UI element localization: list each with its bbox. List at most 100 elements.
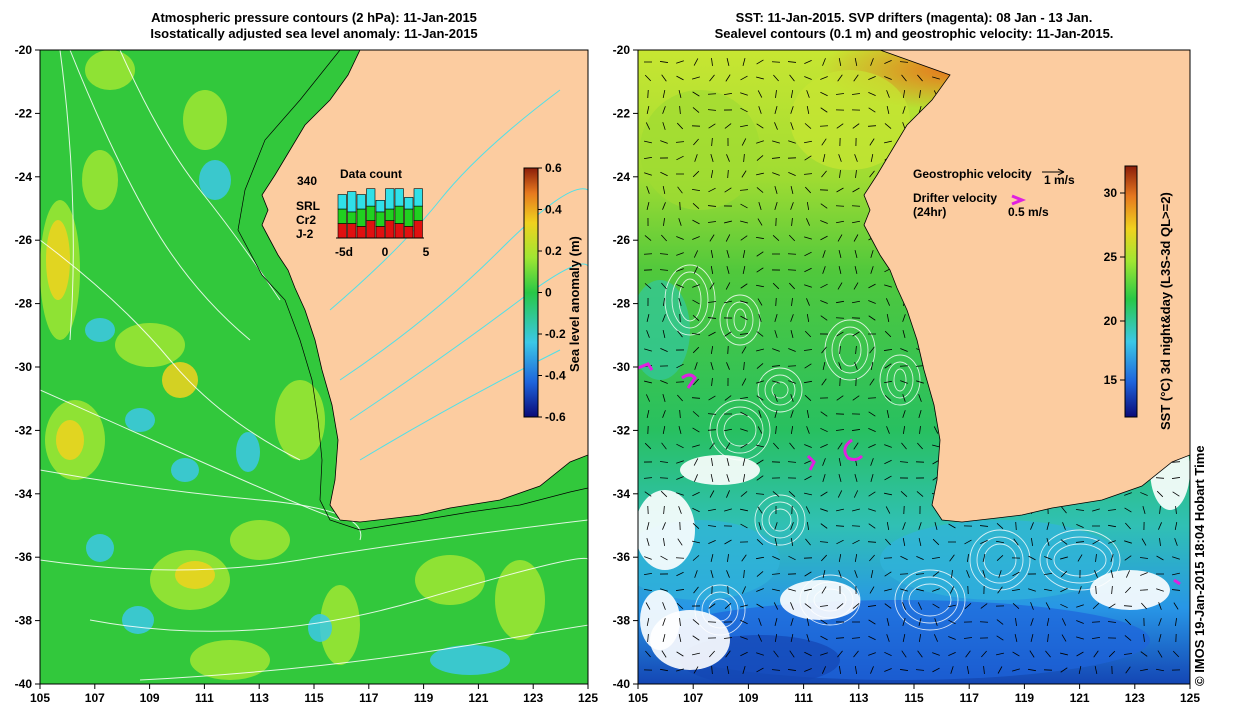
velocity-arrow [726, 250, 730, 258]
velocity-arrow [821, 138, 827, 146]
left-title-line1: Atmospheric pressure contours (2 hPa): 1… [151, 10, 477, 25]
velocity-arrow [662, 425, 666, 435]
velocity-arrow [1043, 573, 1053, 575]
velocity-arrow [740, 411, 748, 417]
velocity-arrow [662, 522, 666, 530]
velocity-arrow [677, 538, 683, 546]
data-count-max: 340 [297, 174, 317, 188]
velocity-arrow [710, 265, 714, 275]
velocity-arrow [693, 458, 699, 466]
sealevel-contour [893, 368, 907, 392]
velocity-arrow [932, 588, 940, 592]
velocity-arrow [1094, 570, 1098, 578]
velocity-arrow [788, 282, 796, 290]
velocity-arrow [851, 220, 861, 224]
lon-tick-label: 105 [628, 691, 648, 705]
velocity-arrow [1111, 585, 1113, 595]
velocity-arrow [1044, 556, 1052, 560]
drifter-velocity-marker [1011, 194, 1027, 206]
velocity-arrow [900, 348, 908, 352]
velocity-arrow [853, 650, 859, 658]
velocity-arrow [1061, 634, 1067, 642]
velocity-arrow [886, 298, 890, 306]
velocity-arrow [835, 637, 845, 639]
velocity-arrow [691, 333, 701, 335]
sla-patch [115, 323, 185, 367]
velocity-arrow [756, 459, 764, 465]
sealevel-contour [768, 508, 792, 532]
velocity-arrow [774, 202, 778, 210]
velocity-arrow [837, 442, 843, 450]
velocity-arrow [755, 236, 765, 240]
velocity-legend: Geostrophic velocity 1 m/s Drifter veloc… [913, 167, 1075, 219]
velocity-arrow [774, 330, 778, 338]
velocity-arrow [870, 266, 874, 274]
velocity-arrow [902, 106, 906, 114]
velocity-arrow [919, 425, 921, 435]
velocity-arrow [839, 169, 841, 179]
velocity-arrow [868, 652, 876, 656]
velocity-arrow [755, 284, 765, 288]
velocity-arrow [902, 618, 906, 626]
velocity-arrow [646, 617, 650, 627]
data-count-bar-j2 [337, 223, 347, 239]
velocity-arrow [660, 588, 668, 592]
velocity-arrow [917, 74, 923, 82]
sla-patch [85, 50, 135, 90]
velocity-arrow [854, 250, 858, 258]
velocity-arrow [709, 442, 715, 450]
velocity-arrow [853, 442, 859, 450]
pressure-contour-line [40, 389, 341, 521]
velocity-arrow [740, 508, 748, 512]
data-count-bar-cr2 [347, 211, 357, 224]
velocity-arrow [1174, 538, 1178, 546]
velocity-arrow [742, 666, 746, 674]
velocity-arrow [1155, 668, 1165, 672]
lon-tick-label: 121 [468, 691, 488, 705]
velocity-arrow [884, 475, 892, 481]
velocity-arrow [676, 122, 684, 130]
velocity-arrow [915, 573, 925, 575]
data-count-bar-cr2 [356, 208, 366, 227]
drifter-track [638, 362, 654, 371]
velocity-arrow [983, 665, 985, 675]
velocity-arrow [741, 378, 747, 386]
velocity-arrow [821, 170, 827, 178]
velocity-arrow [772, 282, 780, 290]
lon-tick-label: 115 [304, 691, 324, 705]
velocity-arrow [1108, 650, 1116, 658]
velocity-arrow [660, 555, 668, 561]
lat-tick-label: -24 [613, 170, 631, 184]
velocity-arrow [662, 314, 666, 322]
velocity-arrow [884, 123, 892, 129]
velocity-arrow [869, 346, 875, 354]
lat-tick-label: -38 [15, 614, 33, 628]
velocity-arrow [709, 74, 715, 82]
velocity-arrow [870, 474, 874, 482]
velocity-arrow [726, 570, 730, 578]
right-title-line1: SST: 11-Jan-2015. SVP drifters (magenta)… [735, 10, 1093, 25]
velocity-arrow [739, 189, 749, 191]
velocity-arrow [804, 123, 812, 129]
velocity-arrow [1030, 522, 1034, 530]
velocity-arrow [661, 234, 667, 242]
velocity-arrow [837, 490, 843, 498]
velocity-arrow [932, 76, 940, 80]
data-count-bars [337, 188, 423, 239]
cloud-patch [780, 580, 860, 620]
velocity-arrow [788, 234, 796, 242]
velocity-arrow [756, 140, 764, 144]
velocity-arrow [806, 426, 810, 434]
velocity-arrow [659, 253, 669, 255]
velocity-arrow [948, 651, 956, 657]
velocity-arrow [1045, 602, 1051, 610]
velocity-arrow [804, 492, 812, 496]
velocity-arrow [725, 234, 731, 242]
velocity-arrow [854, 362, 858, 370]
sst-tick-label: 15 [1104, 373, 1118, 387]
velocity-arrow [693, 586, 699, 594]
geo-velocity-label: Geostrophic velocity [913, 167, 1032, 181]
velocity-arrow [692, 555, 700, 561]
velocity-arrow [758, 106, 762, 114]
velocity-arrow [755, 556, 765, 560]
